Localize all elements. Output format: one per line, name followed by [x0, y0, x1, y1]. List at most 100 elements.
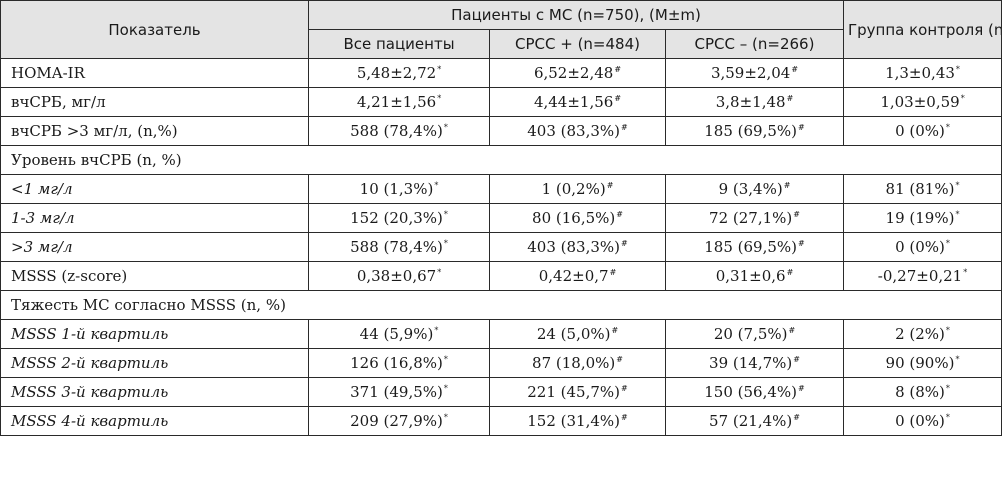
cell-value: 0,38±0,67 — [356, 267, 437, 285]
section-row: Уровень вчСРБ (n, %) — [0, 145, 1002, 175]
significance-mark: # — [788, 326, 796, 335]
row-label: 1-3 мг/л — [0, 203, 309, 233]
header-cpcc-plus: СРСС + (n=484) — [489, 29, 666, 59]
significance-mark: * — [945, 326, 950, 335]
value-cell: 150 (56,4%)# — [665, 377, 844, 407]
value-cell: 2 (2%)* — [843, 319, 1002, 349]
significance-mark: * — [443, 239, 448, 248]
table-row: MSSS 1-й квартиль 44 (5,9%)* 24 (5,0%)# 20 … — [0, 319, 1002, 349]
cell-value: 81 (81%) — [885, 180, 955, 198]
value-cell: 1 (0,2%)# — [489, 174, 666, 204]
cell-value: 221 (45,7%) — [527, 383, 621, 401]
value-cell: 371 (49,5%)* — [308, 377, 490, 407]
value-cell: 4,44±1,56# — [489, 87, 666, 117]
value-cell: 185 (69,5%)# — [665, 232, 844, 262]
value-cell: 403 (83,3%)# — [489, 116, 666, 146]
cell-value: 2 (2%) — [895, 325, 945, 343]
cell-value: 1,03±0,59 — [880, 93, 960, 111]
value-cell: 0,38±0,67* — [308, 261, 490, 291]
cell-value: 90 (90%) — [885, 354, 955, 372]
cell-value: 150 (56,4%) — [704, 383, 798, 401]
value-cell: 9 (3,4%)# — [665, 174, 844, 204]
value-cell: 0 (0%)* — [843, 116, 1002, 146]
value-cell: 8 (8%)* — [843, 377, 1002, 407]
value-cell: 403 (83,3%)# — [489, 232, 666, 262]
cell-value: 87 (18,0%) — [532, 354, 616, 372]
significance-mark: # — [611, 326, 619, 335]
row-label: вчСРБ >3 мг/л, (n,%) — [0, 116, 309, 146]
table-row: HOMA-IR 5,48±2,72* 6,52±2,48# 3,59±2,04# 1,3… — [0, 58, 1002, 88]
value-cell: 44 (5,9%)* — [308, 319, 490, 349]
significance-mark: # — [786, 268, 794, 277]
significance-mark: * — [443, 413, 448, 422]
section-label: Уровень вчСРБ (n, %) — [0, 145, 1002, 175]
value-cell: 0,42±0,7# — [489, 261, 666, 291]
cell-value: 0,42±0,7 — [538, 267, 609, 285]
cell-value: 72 (27,1%) — [709, 209, 793, 227]
significance-mark: # — [621, 413, 628, 422]
significance-mark: # — [798, 123, 805, 132]
significance-mark: # — [793, 355, 800, 364]
value-cell: 3,59±2,04# — [665, 58, 844, 88]
value-cell: 4,21±1,56* — [308, 87, 490, 117]
value-cell: -0,27±0,21* — [843, 261, 1002, 291]
row-label: <1 мг/л — [0, 174, 309, 204]
significance-mark: # — [793, 413, 800, 422]
value-cell: 72 (27,1%)# — [665, 203, 844, 233]
significance-mark: # — [793, 210, 800, 219]
value-cell: 24 (5,0%)# — [489, 319, 666, 349]
row-label: MSSS 4-й квартиль — [0, 406, 309, 436]
cell-value: 0,31±0,6 — [715, 267, 786, 285]
significance-mark: # — [614, 65, 622, 74]
cell-value: 4,44±1,56 — [533, 93, 614, 111]
value-cell: 0 (0%)* — [843, 406, 1002, 436]
cell-value: 152 (20,3%) — [350, 209, 443, 227]
value-cell: 81 (81%)* — [843, 174, 1002, 204]
value-cell: 588 (78,4%)* — [308, 232, 490, 262]
cell-value: 3,59±2,04 — [710, 64, 791, 82]
cell-value: 39 (14,7%) — [709, 354, 793, 372]
table-row: MSSS 2-й квартиль 126 (16,8%)* 87 (18,0%)#… — [0, 348, 1002, 378]
cell-value: 19 (19%) — [885, 209, 955, 227]
row-label: HOMA-IR — [0, 58, 309, 88]
table-row: MSSS 3-й квартиль 371 (49,5%)* 221 (45,7%)… — [0, 377, 1002, 407]
row-label: вчСРБ, мг/л — [0, 87, 309, 117]
table-body: HOMA-IR 5,48±2,72* 6,52±2,48# 3,59±2,04# 1,3… — [0, 58, 1002, 436]
cell-value: 9 (3,4%) — [718, 180, 783, 198]
significance-mark: * — [434, 181, 439, 190]
significance-mark: * — [945, 384, 950, 393]
value-cell: 209 (27,9%)* — [308, 406, 490, 436]
cell-value: 80 (16,5%) — [532, 209, 616, 227]
table-row: 1-3 мг/л 152 (20,3%)* 80 (16,5%)# 72 (27,1%… — [0, 203, 1002, 233]
cell-value: 0 (0%) — [895, 238, 945, 256]
cell-value: 152 (31,4%) — [527, 412, 621, 430]
cell-value: 57 (21,4%) — [709, 412, 793, 430]
significance-mark: * — [443, 384, 448, 393]
significance-mark: * — [443, 123, 448, 132]
value-cell: 6,52±2,48# — [489, 58, 666, 88]
significance-mark: # — [791, 65, 799, 74]
table-row: >3 мг/л 588 (78,4%)* 403 (83,3%)# 185 (69,5… — [0, 232, 1002, 262]
cell-value: 1,3±0,43 — [885, 64, 955, 82]
table-row: <1 мг/л 10 (1,3%)* 1 (0,2%)# 9 (3,4%)# 81 (8… — [0, 174, 1002, 204]
significance-mark: # — [616, 210, 623, 219]
cell-value: 185 (69,5%) — [704, 238, 798, 256]
cell-value: 588 (78,4%) — [350, 122, 443, 140]
cell-value: 209 (27,9%) — [350, 412, 443, 430]
significance-mark: * — [955, 65, 960, 74]
significance-mark: # — [609, 268, 617, 277]
cell-value: 0 (0%) — [895, 412, 945, 430]
value-cell: 87 (18,0%)# — [489, 348, 666, 378]
significance-mark: * — [945, 239, 950, 248]
cell-value: 0 (0%) — [895, 122, 945, 140]
table-row: MSSS 4-й квартиль 209 (27,9%)* 152 (31,4%)… — [0, 406, 1002, 436]
value-cell: 57 (21,4%)# — [665, 406, 844, 436]
header-row-2: Все пациенты СРСС + (n=484) СРСС – (n=26… — [0, 29, 1002, 59]
significance-mark: # — [616, 355, 623, 364]
cell-value: 403 (83,3%) — [527, 238, 621, 256]
significance-mark: # — [606, 181, 614, 190]
significance-mark: * — [955, 355, 960, 364]
significance-mark: * — [437, 94, 442, 103]
header-indicator: Показатель — [0, 0, 309, 59]
significance-mark: * — [963, 268, 968, 277]
